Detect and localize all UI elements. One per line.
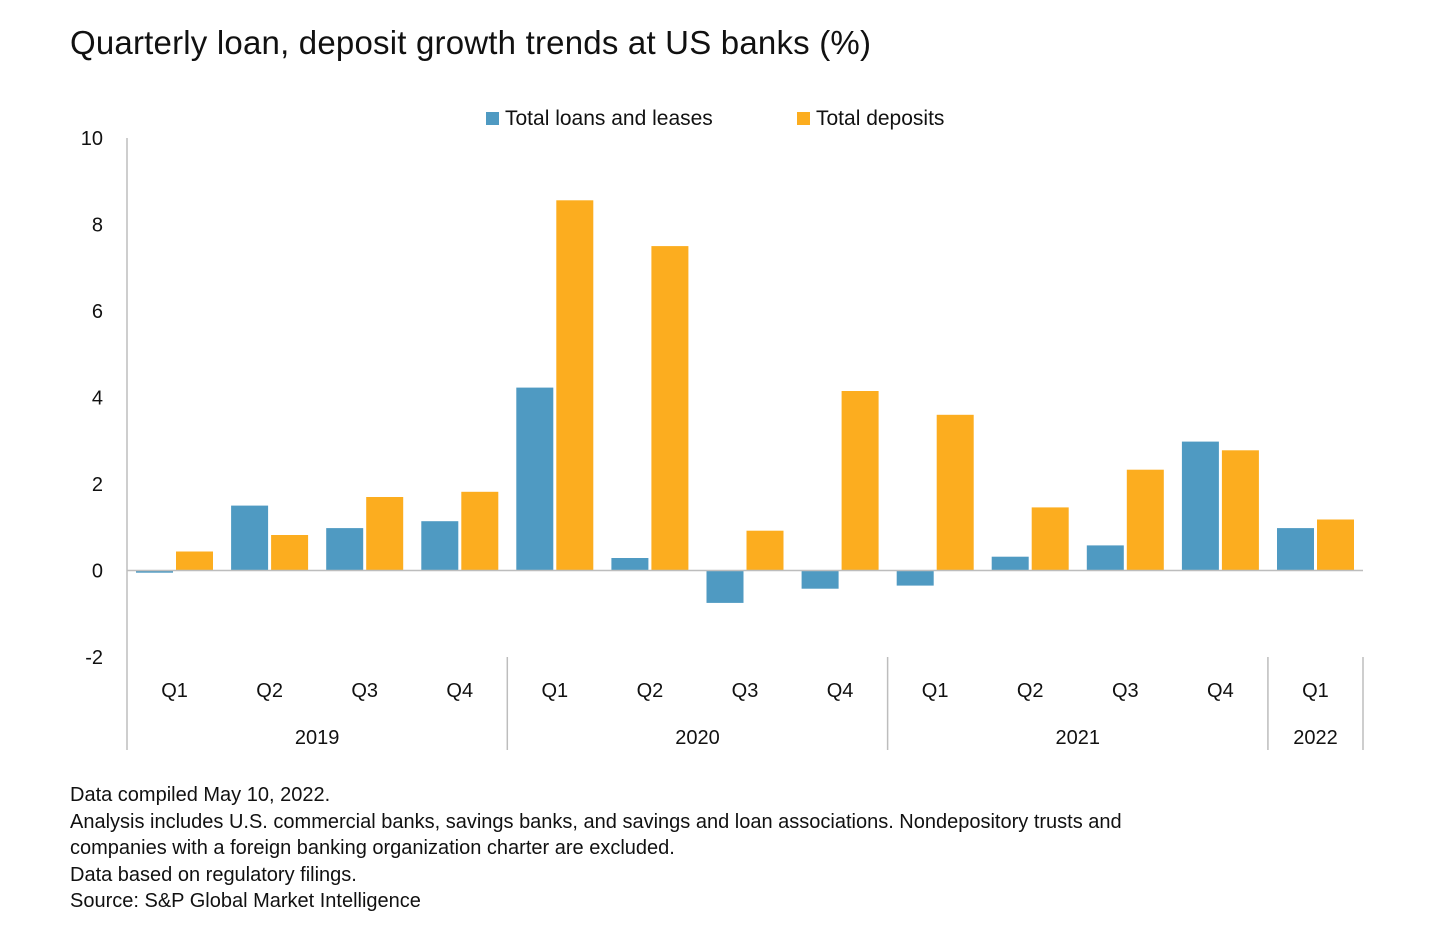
bar-loans <box>516 387 554 571</box>
x-tick-label: Q1 <box>161 680 188 702</box>
y-tick-label: 8 <box>92 215 103 237</box>
y-tick-label: 4 <box>92 388 103 410</box>
bar-deposits <box>461 491 499 571</box>
legend-label: Total loans and leases <box>505 107 713 130</box>
bar-loans <box>1086 545 1124 571</box>
note-source: Source: S&P Global Market Intelligence <box>70 890 421 912</box>
year-label: 2019 <box>295 727 340 749</box>
bar-deposits <box>1031 507 1069 571</box>
x-tick-label: Q2 <box>1017 680 1044 702</box>
bar-loans <box>801 570 839 589</box>
x-tick-label: Q1 <box>922 680 949 702</box>
bar-loans <box>1181 441 1219 571</box>
y-tick-label: 2 <box>92 474 103 496</box>
bar-loans <box>421 521 459 571</box>
bar-deposits <box>556 200 594 571</box>
bar-loans <box>896 570 934 586</box>
bar-chart: Total loans and leases Total deposits 10 8… <box>81 107 1364 750</box>
note-compiled: Data compiled May 10, 2022. <box>70 784 331 806</box>
bar-loans <box>611 558 649 571</box>
x-tick-label: Q1 <box>1302 680 1329 702</box>
x-tick-label: Q2 <box>637 680 664 702</box>
x-tick-label: Q4 <box>1207 680 1234 702</box>
bar-deposits <box>651 246 689 571</box>
y-tick-label: 10 <box>81 128 103 150</box>
x-tick-label: Q4 <box>827 680 854 702</box>
legend-swatch <box>797 112 810 125</box>
y-tick-label: 6 <box>92 301 103 323</box>
note-filings: Data based on regulatory filings. <box>70 863 357 886</box>
chart-title: Quarterly loan, deposit growth trends at… <box>70 24 872 61</box>
y-tick-label: 0 <box>92 561 103 583</box>
bar-deposits <box>936 414 974 571</box>
y-tick-label: -2 <box>85 647 103 669</box>
bar-deposits <box>1317 519 1354 571</box>
year-label: 2020 <box>675 727 720 749</box>
y-axis: 10 8 6 4 2 0 -2 <box>81 128 128 750</box>
bar-deposits <box>366 497 404 571</box>
bar-loans <box>136 570 173 573</box>
bar-deposits <box>176 551 213 571</box>
note-analysis-line-2: companies with a foreign banking organiz… <box>70 837 675 859</box>
chart-notes: Data compiled May 10, 2022. Analysis inc… <box>70 782 1390 915</box>
x-tick-label: Q4 <box>446 680 473 702</box>
x-tick-label: Q3 <box>732 680 759 702</box>
legend-label: Total deposits <box>816 107 944 130</box>
bar-deposits <box>1221 450 1259 571</box>
bars <box>136 200 1354 603</box>
bar-deposits <box>1126 469 1164 571</box>
bar-deposits <box>841 391 879 571</box>
x-tick-label: Q3 <box>1112 680 1139 702</box>
bar-deposits <box>271 535 309 571</box>
x-axis: Q1 Q2 Q3 Q4 Q1 Q2 Q3 Q4 Q1 Q2 Q3 Q4 Q1 2019 2020 2021 20… <box>127 569 1364 750</box>
legend: Total loans and leases Total deposits <box>486 107 944 130</box>
year-label: 2021 <box>1056 727 1101 749</box>
x-tick-label: Q2 <box>256 680 283 702</box>
year-label: 2022 <box>1293 727 1338 749</box>
note-analysis-line-1: Analysis includes U.S. commercial banks,… <box>70 810 1122 833</box>
legend-swatch <box>486 112 499 125</box>
bar-loans <box>706 570 744 603</box>
bar-loans <box>1277 528 1314 571</box>
x-tick-label: Q3 <box>351 680 378 702</box>
x-tick-label: Q1 <box>542 680 569 702</box>
bar-loans <box>231 505 269 571</box>
bar-deposits <box>746 530 784 571</box>
bar-loans <box>991 556 1029 571</box>
bar-loans <box>326 528 364 571</box>
